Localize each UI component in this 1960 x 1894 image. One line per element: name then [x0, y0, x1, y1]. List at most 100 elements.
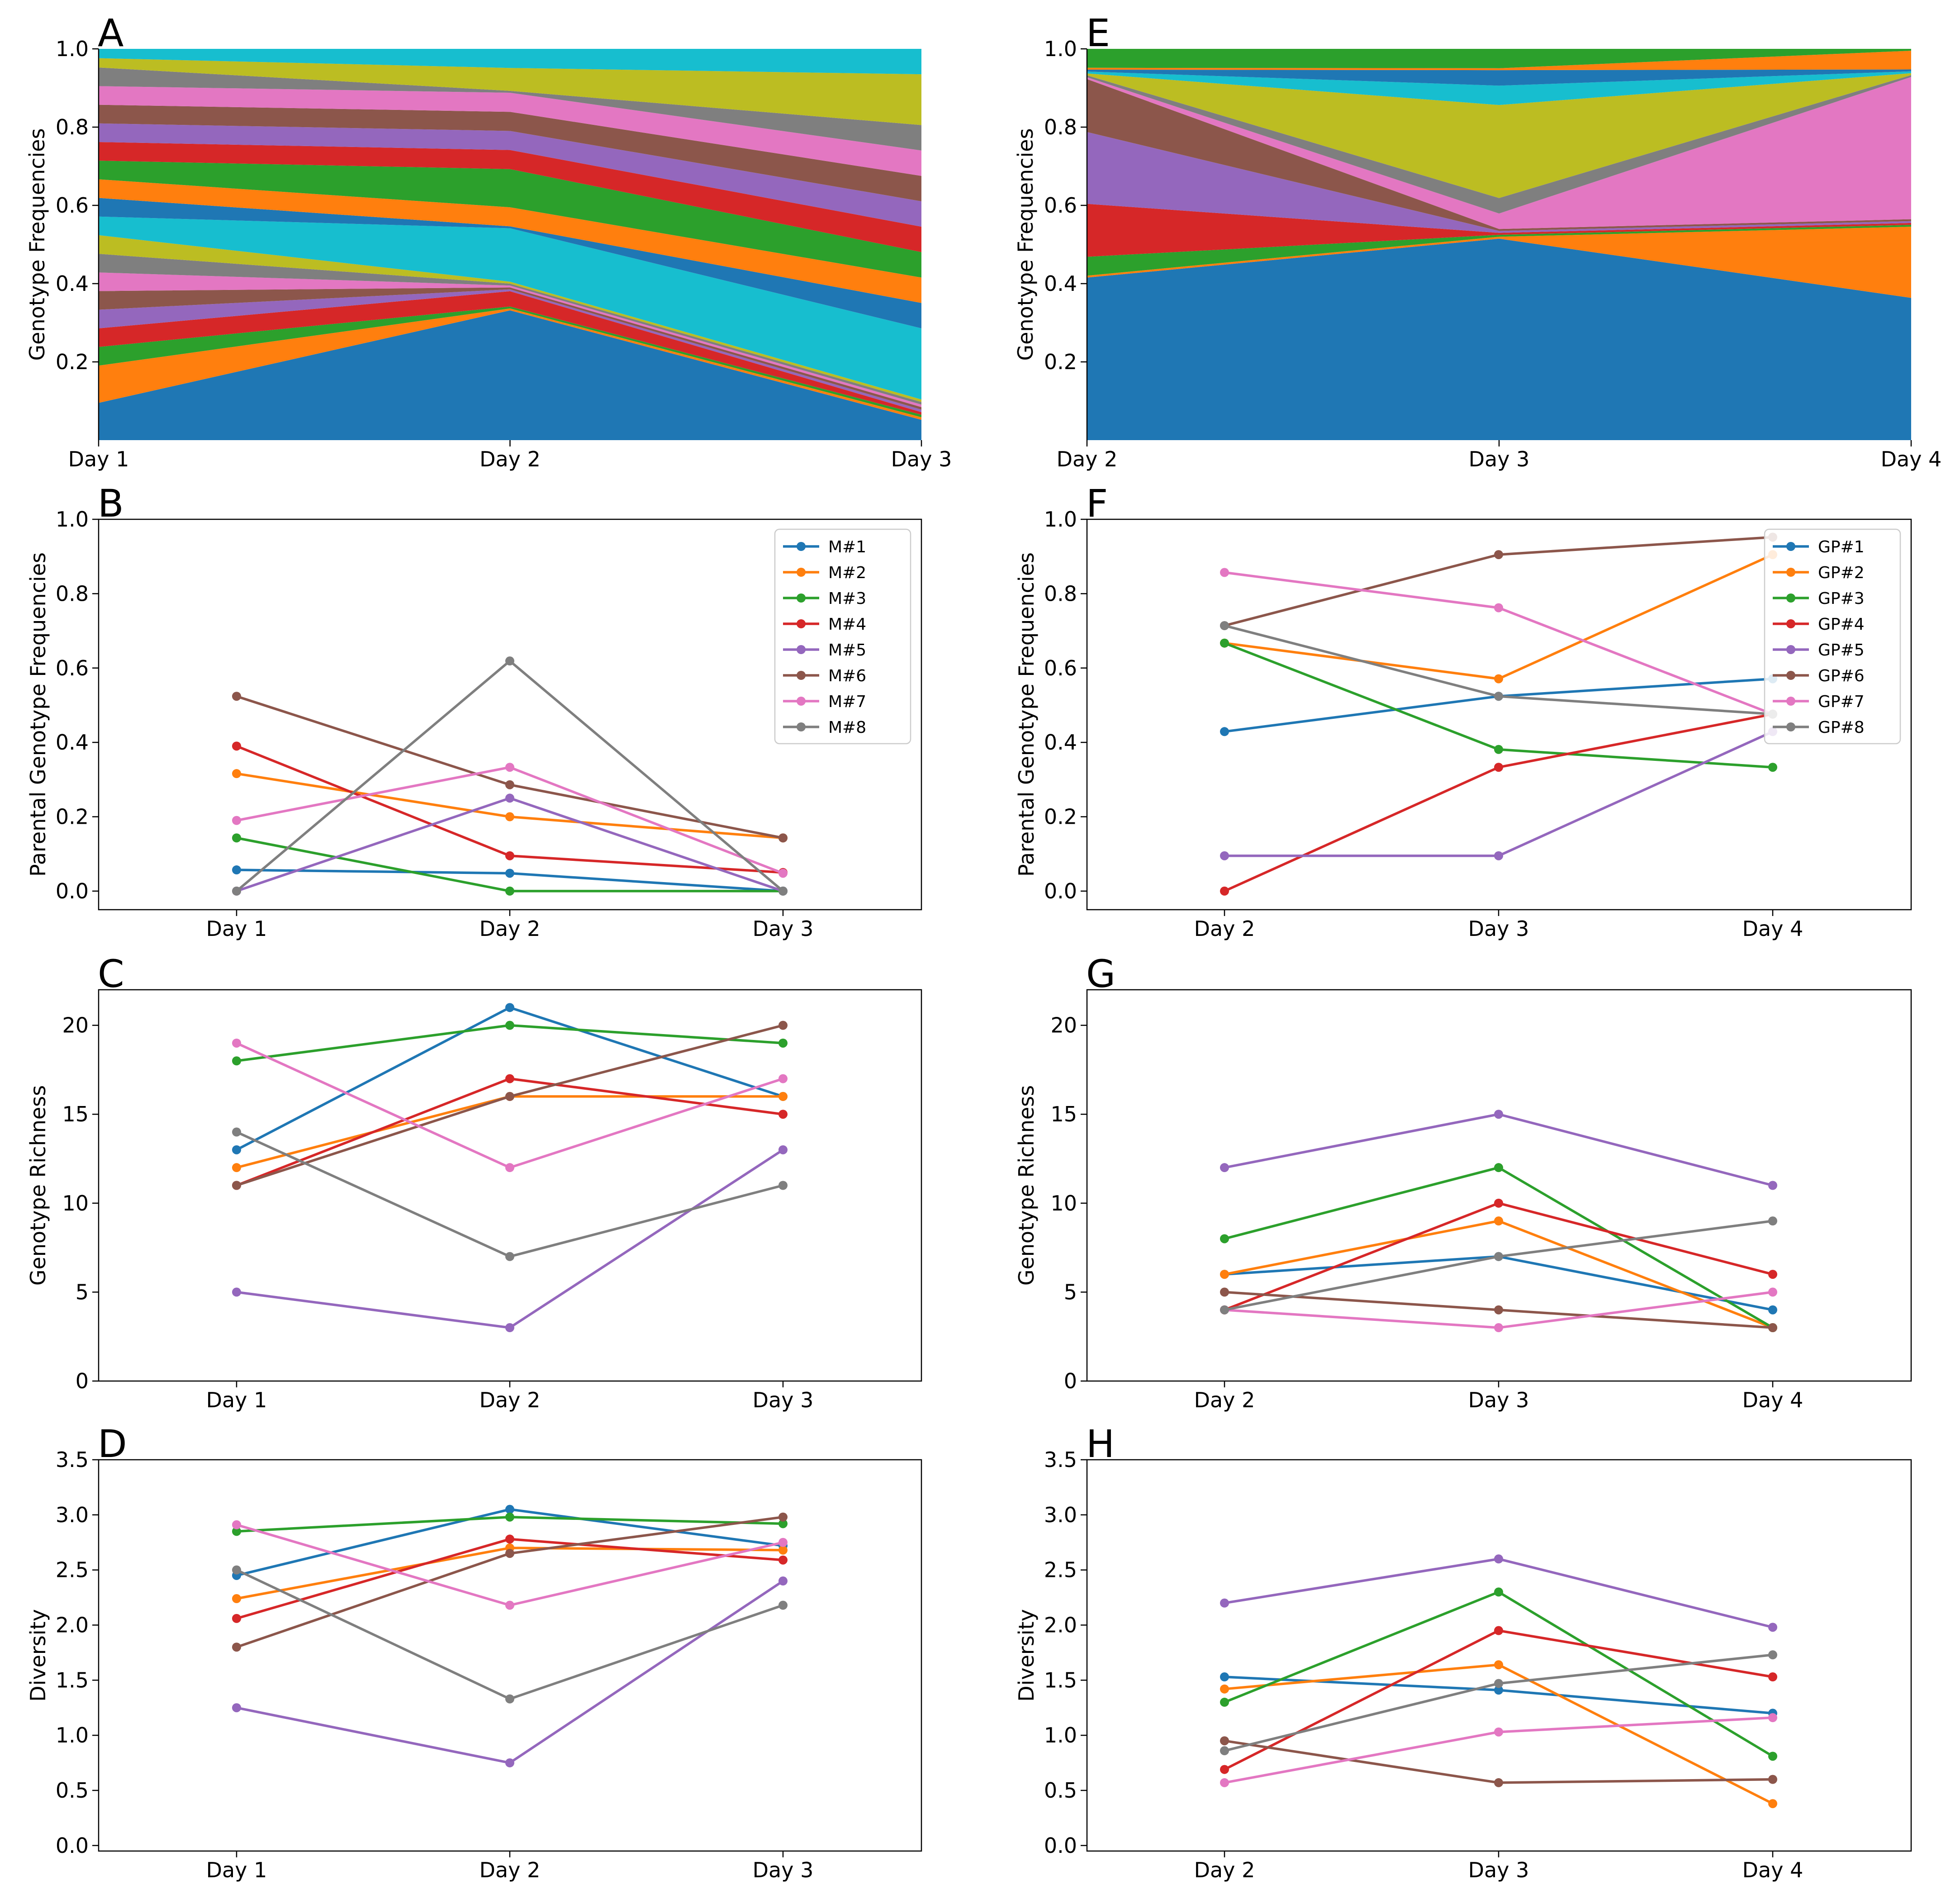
y-tick-label: 1.0	[56, 507, 89, 532]
data-point-GP#8	[1768, 1650, 1777, 1660]
data-point-GP#8	[1768, 1216, 1777, 1226]
y-axis-label: Diversity	[1014, 1609, 1039, 1702]
data-point-M#4	[778, 1110, 788, 1119]
legend-entry: GP#4	[1818, 615, 1865, 634]
data-point-M#6	[232, 1181, 241, 1190]
series-line-M#7	[236, 1042, 783, 1169]
area-band-g8	[99, 254, 921, 405]
data-point-GP#3	[1220, 1234, 1229, 1244]
data-point-M#1	[505, 1003, 514, 1012]
panel-letter: G	[1086, 952, 1115, 996]
plot-frame	[1086, 1459, 1912, 1852]
data-point-GP#1	[1494, 1685, 1503, 1695]
data-point-M#1	[505, 869, 514, 878]
data-point-GP#2	[1220, 1684, 1229, 1694]
y-tick-label: 10	[1050, 1191, 1077, 1215]
x-tick-label: Day 4	[1742, 916, 1803, 941]
area-band-g13	[1087, 49, 1911, 68]
data-point-M#3	[505, 1512, 514, 1522]
data-point-M#4	[505, 1534, 514, 1544]
x-tick-label: Day 2	[1194, 1858, 1255, 1882]
plot-frame	[98, 989, 922, 1382]
data-point-GP#2	[1220, 1270, 1229, 1279]
data-point-M#4	[232, 741, 241, 751]
x-tick-label: Day 1	[68, 447, 129, 471]
data-point-GP#7	[1220, 568, 1229, 577]
area-band-g2	[1087, 227, 1911, 298]
y-tick-label: 0.6	[56, 193, 89, 218]
panel-h-diversity: 0.0 0.5 1.0 1.5 2.0 2.5 3.0 3.5 Diversity Day 2 Da…	[1014, 1422, 1912, 1882]
data-point-GP#2	[1494, 674, 1503, 684]
data-point-M#4	[778, 1555, 788, 1565]
legend-entry: M#8	[828, 718, 866, 737]
y-tick-label: 2.0	[1044, 1613, 1077, 1637]
legend-swatch-marker	[1786, 593, 1795, 603]
area-band-g12	[99, 179, 921, 303]
x-tick-label: Day 4	[1881, 447, 1942, 471]
data-point-GP#6	[1220, 1736, 1229, 1746]
y-tick-label: 0.8	[56, 115, 89, 139]
legend-entry: GP#6	[1818, 667, 1865, 685]
data-point-M#4	[505, 851, 514, 860]
area-band-g1	[1087, 238, 1911, 440]
data-point-GP#4	[1220, 886, 1229, 896]
data-point-GP#2	[1768, 1799, 1777, 1809]
y-tick-label: 0.4	[56, 730, 89, 755]
data-point-M#7	[778, 1538, 788, 1547]
series-line-GP#1	[1224, 677, 1773, 733]
area-band-g9	[1087, 73, 1911, 198]
legend-entry: GP#3	[1818, 589, 1865, 608]
data-point-M#6	[778, 1512, 788, 1522]
y-tick-label: 0.4	[56, 271, 89, 296]
area-band-g7	[99, 272, 921, 407]
legend-swatch-marker	[797, 671, 806, 680]
data-point-M#5	[505, 1323, 514, 1333]
area-band-g5	[1087, 132, 1911, 233]
area-band-g6	[99, 287, 921, 410]
data-point-GP#3	[1220, 638, 1229, 648]
data-point-GP#3	[1768, 1752, 1777, 1761]
y-tick-label: 3.0	[56, 1503, 89, 1527]
area-band-g20	[99, 49, 921, 75]
data-point-GP#7	[1220, 1778, 1229, 1787]
y-tick-label: 0.4	[1044, 271, 1077, 296]
x-tick-label: Day 3	[1469, 447, 1530, 471]
data-point-M#6	[232, 692, 241, 701]
area-band-g4	[1087, 204, 1911, 257]
y-tick-label: 0.8	[1044, 115, 1077, 139]
legend-entry: M#3	[828, 589, 866, 608]
data-point-GP#4	[1768, 1672, 1777, 1682]
data-point-M#5	[232, 1287, 241, 1297]
data-point-M#3	[778, 1519, 788, 1528]
x-tick-label: Day 2	[479, 1388, 541, 1412]
area-band-g18	[99, 67, 921, 151]
data-point-M#8	[232, 1565, 241, 1575]
area-band-g19	[99, 58, 921, 125]
y-tick-label: 0.0	[56, 879, 89, 903]
data-point-GP#4	[1494, 1198, 1503, 1208]
data-point-GP#6	[1494, 1778, 1503, 1787]
data-point-M#1	[232, 1145, 241, 1154]
data-point-M#6	[778, 1021, 788, 1030]
data-point-M#8	[232, 1127, 241, 1137]
legend-swatch-marker	[797, 697, 806, 706]
series-line-GP#4	[1224, 1629, 1773, 1771]
y-tick-label: 1.5	[56, 1668, 89, 1692]
data-point-M#6	[505, 1549, 514, 1558]
legend: GP#1 GP#2 GP#3 GP#4 GP#5 GP#6 GP#7 GP#8	[1764, 528, 1901, 745]
area-band-g7	[1087, 77, 1911, 229]
y-tick-label: 10	[62, 1191, 89, 1215]
y-tick-label: 0.5	[1044, 1778, 1077, 1803]
data-point-M#2	[505, 812, 514, 821]
series-line-GP#8	[1224, 624, 1773, 716]
y-axis-label: Genotype Richness	[26, 1085, 50, 1286]
series-line-GP#5	[1224, 1113, 1773, 1187]
plot-frame	[1086, 989, 1912, 1382]
data-point-M#1	[505, 1505, 514, 1514]
legend-swatch-marker	[797, 593, 806, 603]
data-point-GP#3	[1220, 1698, 1229, 1707]
area-band-g11	[1087, 69, 1911, 86]
data-point-GP#7	[1494, 603, 1503, 612]
data-point-M#6	[505, 780, 514, 789]
